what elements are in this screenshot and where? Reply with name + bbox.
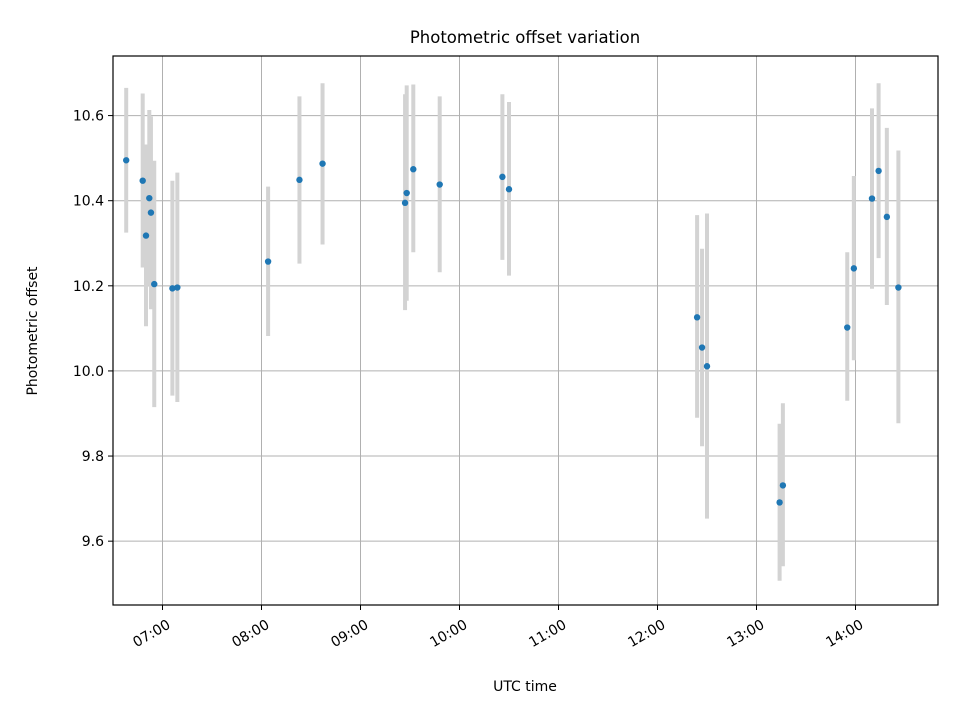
- x-tick-label: 09:00: [328, 617, 371, 651]
- data-point: [499, 173, 506, 181]
- y-tick-label: 10.0: [73, 364, 104, 380]
- data-point: [436, 181, 443, 188]
- data-point: [883, 213, 891, 221]
- data-point: [123, 157, 130, 164]
- data-point: [142, 232, 150, 239]
- data-point: [401, 199, 409, 207]
- plot-frame: [112, 55, 939, 606]
- x-tick-label: 11:00: [526, 617, 569, 651]
- point-layer: [123, 157, 902, 506]
- x-tick-label: 08:00: [229, 617, 272, 651]
- data-point: [296, 176, 303, 184]
- y-tick-label: 10.6: [73, 109, 104, 125]
- x-tick-label: 07:00: [130, 617, 173, 651]
- data-point: [147, 209, 155, 216]
- data-point: [779, 482, 787, 489]
- y-tick-label: 10.2: [73, 279, 104, 295]
- data-point: [505, 186, 513, 193]
- x-axis-label: UTC time: [493, 679, 557, 695]
- data-point: [693, 314, 701, 321]
- data-point: [844, 324, 851, 331]
- chart-title: Photometric offset variation: [410, 28, 640, 47]
- data-point: [703, 363, 711, 370]
- data-point: [868, 195, 876, 202]
- x-tick-label: 10:00: [427, 617, 470, 651]
- data-point: [895, 284, 902, 291]
- data-point: [875, 167, 882, 175]
- data-point: [169, 285, 176, 292]
- data-point: [319, 160, 326, 167]
- x-tick-label: 12:00: [625, 617, 668, 651]
- data-point: [146, 194, 153, 202]
- errorbar-layer: [124, 83, 901, 581]
- grid-layer: [113, 56, 938, 605]
- data-point: [403, 189, 410, 197]
- x-tick-label: 13:00: [724, 617, 767, 651]
- data-point: [139, 177, 146, 184]
- data-point: [174, 284, 181, 291]
- y-tick-label: 10.4: [73, 194, 104, 210]
- data-point: [264, 258, 272, 265]
- data-point: [698, 344, 706, 351]
- data-point: [410, 166, 417, 173]
- x-tick-label: 14:00: [823, 617, 866, 651]
- data-point: [151, 280, 158, 288]
- y-axis-label: Photometric offset: [25, 266, 41, 396]
- tick-layer: 9.6 9.8 10.0 10.2 10.4 10.6 07:00 08:00 09:00 10:…: [73, 109, 866, 651]
- y-tick-label: 9.8: [82, 449, 104, 465]
- y-tick-label: 9.6: [82, 534, 104, 550]
- data-point: [776, 499, 783, 506]
- data-point: [850, 265, 858, 272]
